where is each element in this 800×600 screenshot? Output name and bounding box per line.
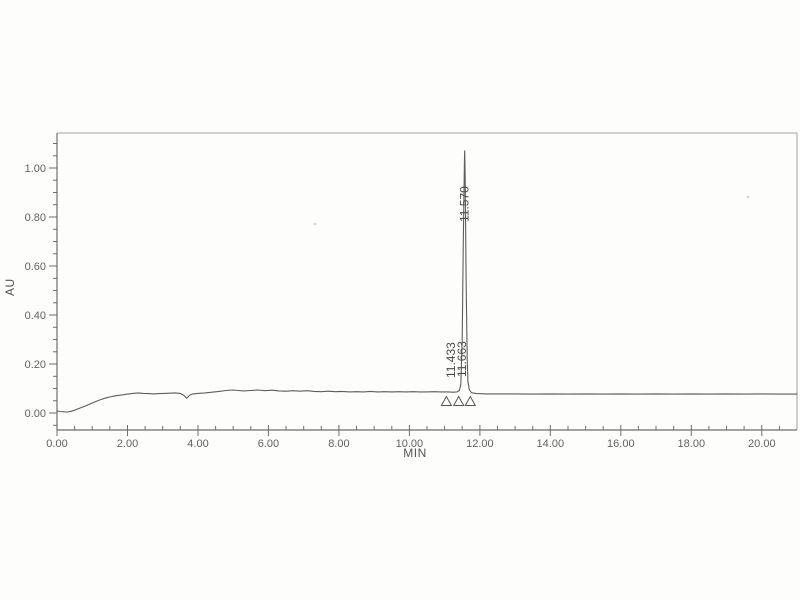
y-tick-label: 0.60	[25, 261, 46, 273]
peak-retention-label: 11.433	[444, 342, 458, 378]
y-tick-label: 0.40	[25, 310, 46, 322]
y-axis-title: AU	[3, 278, 17, 296]
peak-retention-label: 11.570	[458, 186, 472, 222]
x-tick-label: 2.00	[117, 438, 138, 450]
scan-speckle	[746, 195, 750, 199]
scan-speckle	[313, 222, 317, 226]
x-tick-label: 20.00	[748, 438, 776, 450]
x-tick-label: 6.00	[258, 438, 279, 450]
x-tick-label: 12.00	[466, 438, 494, 450]
y-tick-label: 0.20	[25, 359, 46, 371]
x-tick-label: 18.00	[678, 438, 706, 450]
x-axis-title: MIN	[403, 446, 427, 460]
integration-mark	[464, 395, 477, 406]
chromatogram-trace	[56, 150, 798, 413]
integration-mark	[440, 395, 453, 406]
x-tick-label: 8.00	[328, 438, 349, 450]
integration-mark	[452, 395, 465, 406]
x-tick-label: 10.00	[396, 438, 424, 450]
y-tick-label: 1.00	[25, 163, 46, 175]
x-tick-label: 4.00	[187, 438, 208, 450]
x-tick-label: 16.00	[607, 438, 635, 450]
y-tick-label: 0.00	[25, 408, 46, 420]
x-tick-label: 0.00	[46, 438, 67, 450]
x-tick-label: 14.00	[537, 438, 565, 450]
y-tick-label: 0.80	[25, 212, 46, 224]
peak-retention-label: 11.663	[455, 341, 469, 377]
